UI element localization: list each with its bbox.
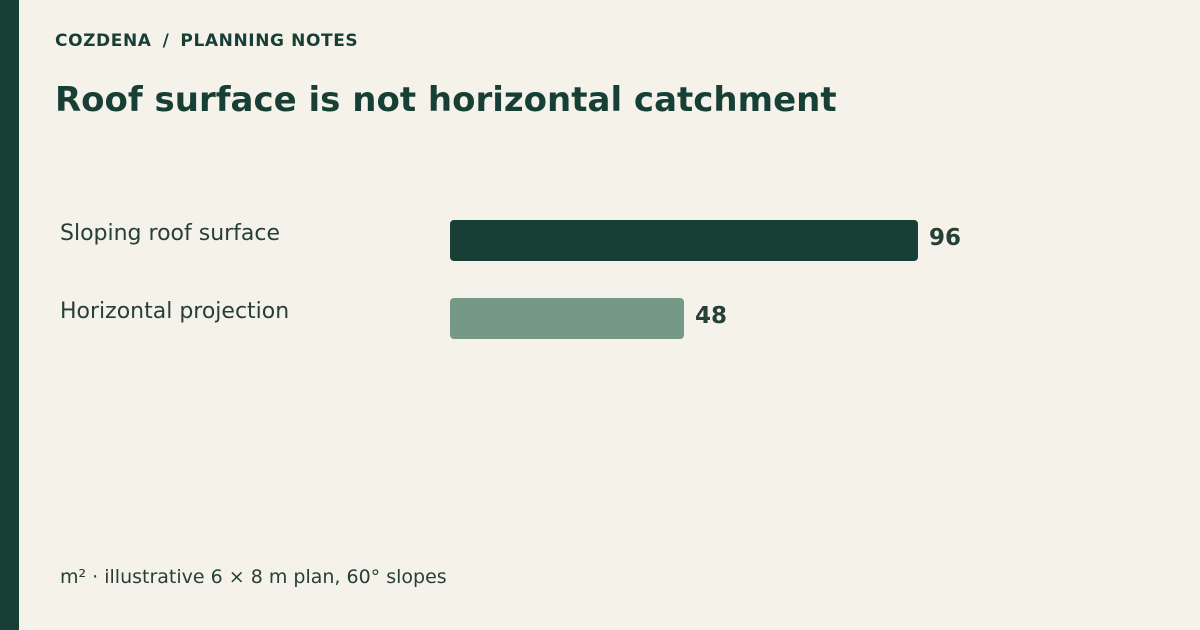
chart-footnote: m² · illustrative 6 × 8 m plan, 60° slop…: [60, 566, 447, 588]
chart-title: Roof surface is not horizontal catchment: [55, 80, 837, 120]
breadcrumb-brand: COZDENA: [55, 31, 152, 51]
bar: [450, 298, 684, 339]
bar-value-label: 96: [929, 225, 962, 251]
bar-value-label: 48: [695, 303, 728, 329]
left-accent-stripe: [0, 0, 19, 630]
bar-category-label: Horizontal projection: [60, 299, 290, 324]
bar-category-label: Sloping roof surface: [60, 221, 281, 246]
breadcrumb-section: PLANNING NOTES: [180, 31, 359, 51]
breadcrumb: COZDENA / PLANNING NOTES: [55, 31, 358, 51]
breadcrumb-separator: /: [162, 31, 170, 51]
bar: [450, 220, 918, 261]
